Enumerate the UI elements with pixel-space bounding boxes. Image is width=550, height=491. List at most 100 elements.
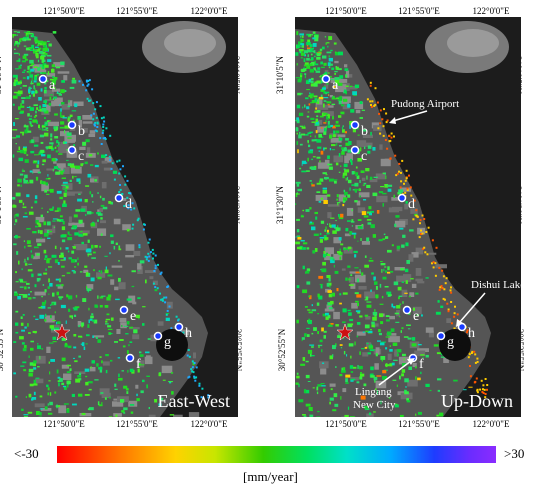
deformation-pixel (314, 69, 317, 71)
urban-block (59, 166, 64, 174)
lon-tick: 122°0'0"E (190, 6, 228, 16)
deformation-pixel (314, 110, 318, 113)
deformation-pixel (304, 73, 307, 75)
deformation-pixel (124, 175, 127, 178)
deformation-pixel (119, 188, 122, 191)
deformation-pixel (30, 250, 32, 253)
lat-tick: 31°10'5"N (274, 56, 285, 94)
deformation-pixel (47, 286, 50, 289)
urban-block (128, 295, 136, 303)
urban-block (133, 251, 141, 256)
deformation-pixel (22, 348, 27, 352)
deformation-pixel (329, 148, 332, 151)
deformation-pixel (329, 63, 333, 66)
deformation-pixel (383, 268, 385, 272)
deformation-pixel (17, 296, 21, 300)
deformation-pixel (29, 383, 34, 387)
deformation-pixel (401, 373, 404, 377)
deformation-pixel (43, 44, 47, 48)
deformation-pixel (453, 379, 458, 382)
deformation-pixel (310, 353, 312, 357)
deformation-pixel (398, 295, 403, 297)
deformation-pixel (347, 406, 350, 410)
deformation-pixel (44, 52, 48, 56)
deformation-pixel (341, 370, 346, 373)
deformation-pixel (82, 298, 87, 302)
deformation-pixel (363, 383, 367, 387)
deformation-pixel (42, 159, 46, 163)
deformation-pixel (307, 349, 313, 354)
deformation-pixel (56, 145, 60, 147)
urban-block (78, 230, 90, 234)
deformation-pixel (347, 149, 352, 153)
deformation-pixel (359, 117, 363, 119)
deformation-pixel (339, 256, 342, 260)
deformation-pixel (45, 146, 49, 149)
deformation-pixel (112, 170, 118, 174)
deformation-pixel (169, 414, 175, 416)
deformation-pixel (13, 236, 16, 238)
deformation-pixel (316, 182, 322, 185)
deformation-pixel (401, 369, 406, 373)
deformation-pixel (385, 347, 388, 350)
deformation-pixel (362, 129, 367, 132)
deformation-pixel (347, 309, 351, 312)
urban-block (403, 274, 412, 282)
deformation-pixel (337, 202, 339, 206)
deformation-pixel (309, 135, 312, 137)
deformation-pixel (380, 400, 382, 405)
deformation-pixel (295, 52, 299, 56)
deformation-pixel (127, 204, 130, 207)
deformation-pixel (28, 393, 32, 398)
deformation-pixel (27, 181, 29, 184)
deformation-pixel (198, 382, 201, 385)
deformation-pixel (435, 311, 441, 315)
deformation-pixel (91, 319, 95, 322)
deformation-pixel (338, 227, 341, 231)
deformation-pixel (43, 110, 45, 114)
deformation-pixel (327, 290, 332, 293)
urban-block (119, 317, 127, 322)
deformation-pixel (350, 371, 354, 373)
deformation-pixel (12, 95, 18, 99)
deformation-pixel (30, 340, 34, 343)
deformation-pixel (320, 89, 325, 92)
deformation-pixel (453, 327, 456, 330)
deformation-pixel (78, 393, 83, 397)
deformation-pixel (45, 313, 47, 317)
deformation-pixel (324, 229, 327, 232)
deformation-pixel (107, 325, 112, 328)
deformation-pixel (94, 245, 98, 248)
urban-block (329, 383, 336, 387)
deformation-pixel (101, 132, 104, 134)
deformation-pixel (97, 295, 99, 299)
deformation-pixel (345, 142, 350, 146)
deformation-pixel (23, 53, 29, 56)
deformation-pixel (323, 131, 327, 135)
deformation-pixel (41, 59, 44, 63)
deformation-pixel (94, 379, 99, 381)
deformation-pixel (323, 112, 328, 115)
deformation-pixel (328, 72, 330, 74)
deformation-pixel (386, 291, 392, 295)
urban-block (112, 401, 124, 407)
deformation-pixel (306, 115, 310, 118)
deformation-pixel (431, 262, 433, 265)
deformation-pixel (48, 278, 50, 283)
deformation-pixel (23, 146, 27, 148)
deformation-pixel (41, 72, 47, 75)
deformation-pixel (17, 178, 22, 183)
deformation-pixel (400, 330, 402, 333)
deformation-pixel (60, 234, 66, 238)
deformation-pixel (406, 188, 409, 191)
point-marker-h (174, 322, 184, 332)
deformation-pixel (466, 331, 468, 334)
urban-block (387, 353, 392, 360)
deformation-pixel (321, 327, 324, 332)
deformation-pixel (58, 298, 62, 300)
deformation-pixel (18, 106, 21, 110)
deformation-pixel (345, 378, 348, 383)
deformation-pixel (359, 373, 365, 377)
deformation-pixel (20, 322, 24, 326)
deformation-pixel (34, 331, 37, 334)
